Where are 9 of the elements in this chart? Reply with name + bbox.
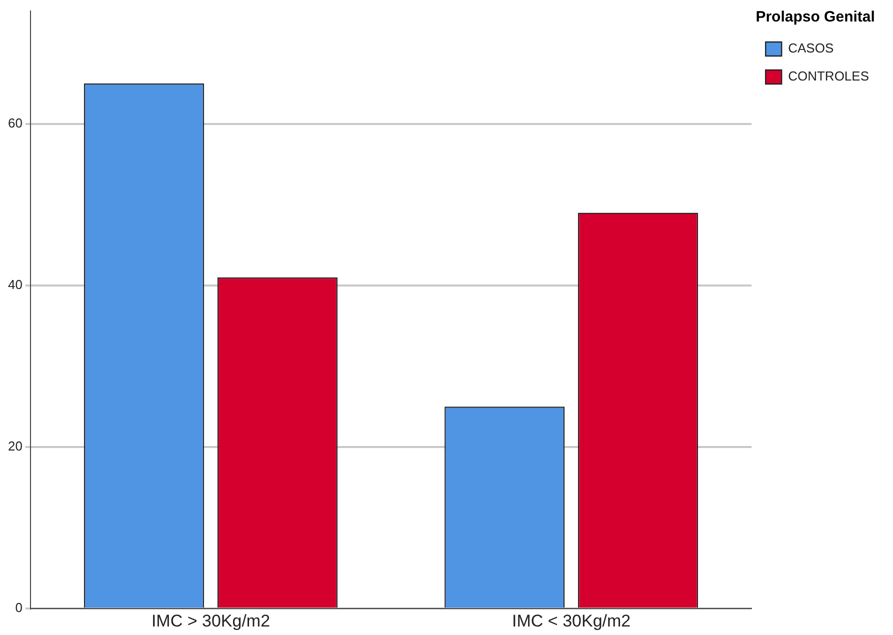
legend-label: CASOS [788,40,834,56]
legend-label: CONTROLES [788,68,870,84]
y-tick-label: 60 [8,115,22,130]
y-tick-label: 0 [15,600,22,616]
y-tick-label: 40 [8,277,22,292]
y-tick-label: 20 [8,438,22,454]
legend-title: Prolapso Genital [756,8,875,26]
x-tick-label: IMC < 30Kg/m2 [512,611,631,630]
x-tick-label: IMC > 30Kg/m2 [151,611,270,630]
